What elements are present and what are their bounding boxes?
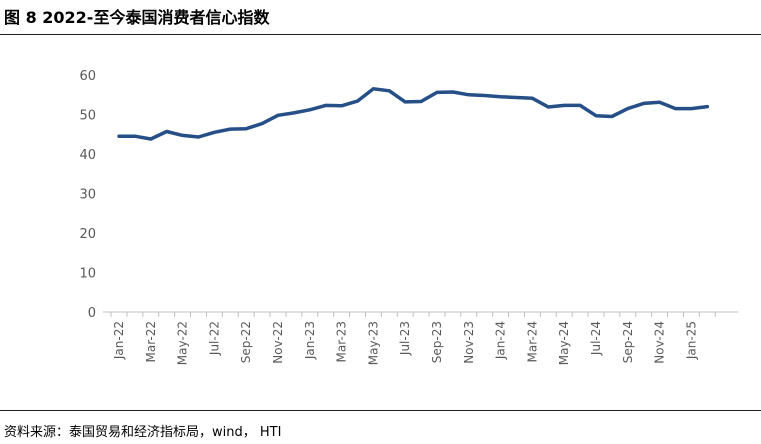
data-point <box>451 90 455 94</box>
x-axis-ticks: Jan-22 Mar-22 May-22 Jul-22 Sep-22 Nov-22 Jan-… <box>112 321 698 365</box>
data-point <box>642 101 646 105</box>
x-tick-label: Jul-22 <box>207 321 221 356</box>
data-point <box>244 127 248 131</box>
data-point <box>674 107 677 111</box>
data-point <box>578 103 582 107</box>
x-tick-label: Jan-23 <box>303 321 317 360</box>
data-point <box>276 113 280 117</box>
data-point <box>149 137 153 141</box>
x-tick-label: Sep-22 <box>239 321 253 363</box>
data-point <box>499 95 503 99</box>
data-point <box>371 87 375 91</box>
x-axis <box>103 311 738 317</box>
data-point <box>324 103 328 107</box>
data-point <box>228 127 232 131</box>
x-tick-label: Mar-24 <box>525 321 539 362</box>
data-point <box>610 115 614 118</box>
x-tick-label: Mar-22 <box>144 321 158 362</box>
bottom-rule <box>0 410 761 411</box>
top-rule <box>0 34 761 35</box>
data-point <box>117 134 121 138</box>
series-line <box>117 87 710 141</box>
x-tick-label: Jan-25 <box>684 321 698 360</box>
x-tick-label: Jan-22 <box>112 321 126 360</box>
data-point <box>467 93 471 97</box>
y-tick-label: 50 <box>79 109 96 124</box>
series-group <box>117 87 710 141</box>
x-tick-label: Sep-24 <box>621 321 635 363</box>
y-axis-ticks: 0 10 20 30 40 50 60 <box>79 69 96 321</box>
data-point <box>626 107 630 111</box>
y-tick-label: 0 <box>88 306 96 321</box>
data-point <box>133 134 137 138</box>
y-tick-label: 10 <box>79 267 96 282</box>
x-tick-label: Nov-22 <box>271 321 285 364</box>
x-tick-label: May-22 <box>176 321 190 365</box>
x-tick-label: May-23 <box>366 321 380 365</box>
data-point <box>340 104 344 108</box>
data-point <box>292 111 296 115</box>
data-point <box>530 96 534 100</box>
y-tick-label: 20 <box>79 227 96 242</box>
data-point <box>260 122 264 126</box>
data-point <box>165 130 169 133</box>
y-tick-label: 60 <box>79 69 96 84</box>
y-tick-label: 30 <box>79 188 96 203</box>
data-point <box>387 89 391 93</box>
data-point <box>212 130 216 134</box>
data-point <box>435 90 439 94</box>
data-point <box>705 105 709 109</box>
y-tick-label: 40 <box>79 148 96 163</box>
data-point <box>546 105 550 109</box>
x-tick-label: Jul-24 <box>589 321 603 356</box>
x-tick-label: Jan-24 <box>494 321 508 360</box>
x-tick-label: Mar-23 <box>335 321 349 362</box>
data-point <box>356 99 359 103</box>
data-point <box>419 100 423 103</box>
data-point <box>515 96 518 99</box>
data-point <box>308 108 312 112</box>
x-tick-label: Sep-23 <box>430 321 444 363</box>
data-point <box>658 100 662 104</box>
data-point <box>594 114 598 118</box>
x-tick-label: Nov-23 <box>462 321 476 364</box>
data-point <box>181 133 185 137</box>
x-tick-label: Jul-23 <box>398 321 412 356</box>
data-point <box>403 100 407 104</box>
x-tick-label: Nov-24 <box>653 321 667 364</box>
data-point <box>689 107 693 111</box>
data-point <box>197 135 200 139</box>
figure-title: 图 8 2022-至今泰国消费者信心指数 <box>4 8 270 27</box>
x-tick-label: May-24 <box>557 321 571 365</box>
data-point <box>483 94 487 97</box>
source-note: 资料来源：泰国贸易和经济指标局，wind， HTI <box>4 425 282 440</box>
data-point <box>562 103 566 107</box>
